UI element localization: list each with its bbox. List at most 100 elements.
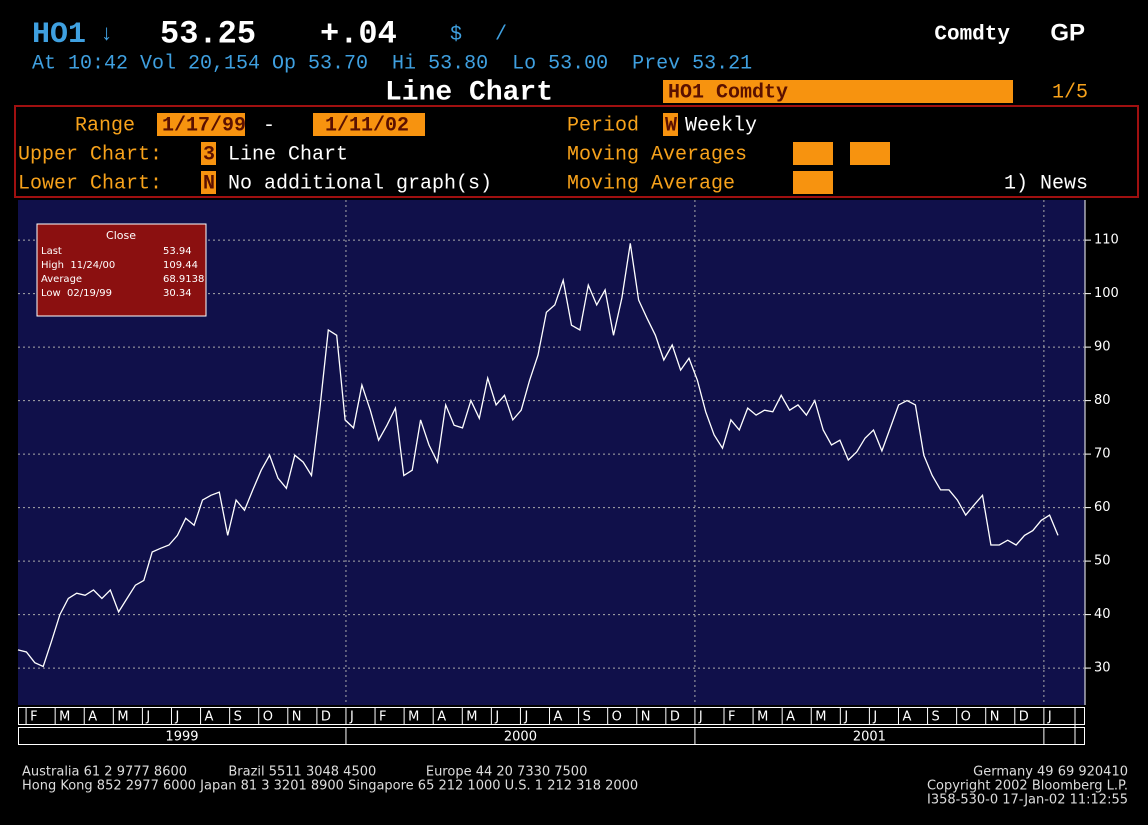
range-label: Range bbox=[75, 114, 135, 137]
month-label: J bbox=[349, 710, 354, 725]
month-label: M bbox=[408, 710, 419, 725]
price: 53.25 bbox=[160, 15, 256, 52]
y-tick-label: 30 bbox=[1094, 661, 1111, 676]
security-box bbox=[663, 80, 1013, 103]
news[interactable]: 1) News bbox=[1004, 172, 1088, 195]
ma-box[interactable] bbox=[793, 142, 833, 165]
security: HO1 Comdty bbox=[668, 81, 788, 104]
function: GP bbox=[1050, 19, 1085, 46]
page: 1/5 bbox=[1052, 81, 1088, 104]
month-label: O bbox=[263, 710, 273, 725]
price-line bbox=[17, 243, 1059, 668]
month-label: A bbox=[902, 710, 911, 725]
month-label: A bbox=[786, 710, 795, 725]
range-dash: - bbox=[263, 114, 275, 137]
arrow: ↓ bbox=[100, 22, 113, 47]
month-label: J bbox=[174, 710, 179, 725]
month-label: A bbox=[554, 710, 563, 725]
stats-box bbox=[36, 223, 207, 317]
stats-label: High 11/24/00 bbox=[41, 260, 115, 271]
month-label: J bbox=[843, 710, 848, 725]
footer-line: Hong Kong 852 2977 6000 Japan 81 3 3201 … bbox=[22, 779, 638, 794]
stats-value: 30.34 bbox=[163, 288, 192, 299]
month-label: N bbox=[641, 710, 651, 725]
year-axis-inner bbox=[19, 728, 1084, 744]
month-label: J bbox=[698, 710, 703, 725]
lower-box[interactable] bbox=[201, 171, 216, 194]
month-label: A bbox=[437, 710, 446, 725]
upper-label: Upper Chart: bbox=[18, 143, 162, 166]
month-label: F bbox=[379, 710, 386, 725]
month-label: N bbox=[990, 710, 1000, 725]
month-label: O bbox=[612, 710, 622, 725]
y-tick-label: 60 bbox=[1094, 500, 1111, 515]
month-label: J bbox=[523, 710, 528, 725]
slash: / bbox=[495, 23, 507, 46]
stats-label: Average bbox=[41, 274, 82, 285]
currency: $ bbox=[450, 23, 462, 46]
ma-box[interactable] bbox=[850, 142, 890, 165]
market: Comdty bbox=[934, 24, 1010, 47]
month-label: D bbox=[670, 710, 680, 725]
change: +.04 bbox=[320, 15, 397, 52]
y-tick-label: 40 bbox=[1094, 607, 1111, 622]
year-label: 2000 bbox=[504, 730, 537, 745]
stats-title: Close bbox=[106, 229, 136, 242]
month-label: A bbox=[88, 710, 97, 725]
month-label: M bbox=[815, 710, 826, 725]
month-label: A bbox=[205, 710, 214, 725]
month-label: M bbox=[59, 710, 70, 725]
month-label: J bbox=[145, 710, 150, 725]
month-label: J bbox=[494, 710, 499, 725]
stats-label: Last bbox=[41, 246, 62, 257]
month-label: M bbox=[117, 710, 128, 725]
stats-label: Low 02/19/99 bbox=[41, 288, 112, 299]
month-label: M bbox=[466, 710, 477, 725]
month-label: S bbox=[234, 710, 242, 725]
footer-line: I358-530-0 17-Jan-02 11:12:55 bbox=[927, 793, 1128, 808]
range-start-box[interactable] bbox=[157, 113, 245, 136]
range-end-box[interactable] bbox=[313, 113, 425, 136]
lower-value: No additional graph(s) bbox=[228, 172, 492, 195]
period-box[interactable] bbox=[663, 113, 678, 136]
month-label: J bbox=[872, 710, 877, 725]
period-code: W bbox=[665, 114, 677, 137]
y-tick-label: 80 bbox=[1094, 393, 1111, 408]
screen-title: Line Chart bbox=[385, 77, 553, 108]
footer-line: Australia 61 2 9777 8600 Brazil 5511 304… bbox=[22, 765, 587, 780]
ma-box[interactable] bbox=[793, 171, 833, 194]
ma-lower-label: Moving Average bbox=[567, 172, 735, 195]
upper-value: Line Chart bbox=[228, 143, 348, 166]
y-tick-label: 50 bbox=[1094, 554, 1111, 569]
stats-value: 68.9138 bbox=[163, 274, 204, 285]
y-tick-label: 90 bbox=[1094, 340, 1111, 355]
upper-code: 3 bbox=[203, 143, 215, 166]
footer-line: Germany 49 69 920410 bbox=[973, 765, 1128, 780]
month-label: F bbox=[728, 710, 735, 725]
chart: F M A M J J A S O N D J F M A M J J A S O N D J F M A M J J A S O N D J 1999… bbox=[17, 200, 1119, 745]
month-label: M bbox=[757, 710, 768, 725]
month-label: D bbox=[321, 710, 331, 725]
month-label: S bbox=[932, 710, 940, 725]
month-label: S bbox=[583, 710, 591, 725]
y-tick-label: 100 bbox=[1094, 286, 1119, 301]
ma-upper-label: Moving Averages bbox=[567, 143, 747, 166]
month-label: F bbox=[30, 710, 37, 725]
settings-box bbox=[14, 105, 1139, 198]
stats-value: 53.94 bbox=[163, 246, 192, 257]
month-axis-inner bbox=[19, 708, 1084, 724]
year-label: 1999 bbox=[165, 730, 198, 745]
lower-label: Lower Chart: bbox=[18, 172, 162, 195]
year-label: 2001 bbox=[853, 730, 886, 745]
quote-line: At 10:42 Vol 20,154 Op 53.70 Hi 53.80 Lo… bbox=[32, 52, 752, 75]
month-label: N bbox=[292, 710, 302, 725]
range-end: 1/11/02 bbox=[325, 114, 409, 137]
month-label: D bbox=[1019, 710, 1029, 725]
y-tick-label: 110 bbox=[1094, 233, 1119, 248]
month-label: J bbox=[1047, 710, 1052, 725]
lower-code: N bbox=[203, 172, 215, 195]
ticker: HO1 bbox=[32, 18, 86, 52]
upper-box[interactable] bbox=[201, 142, 216, 165]
period-value: Weekly bbox=[685, 114, 757, 137]
